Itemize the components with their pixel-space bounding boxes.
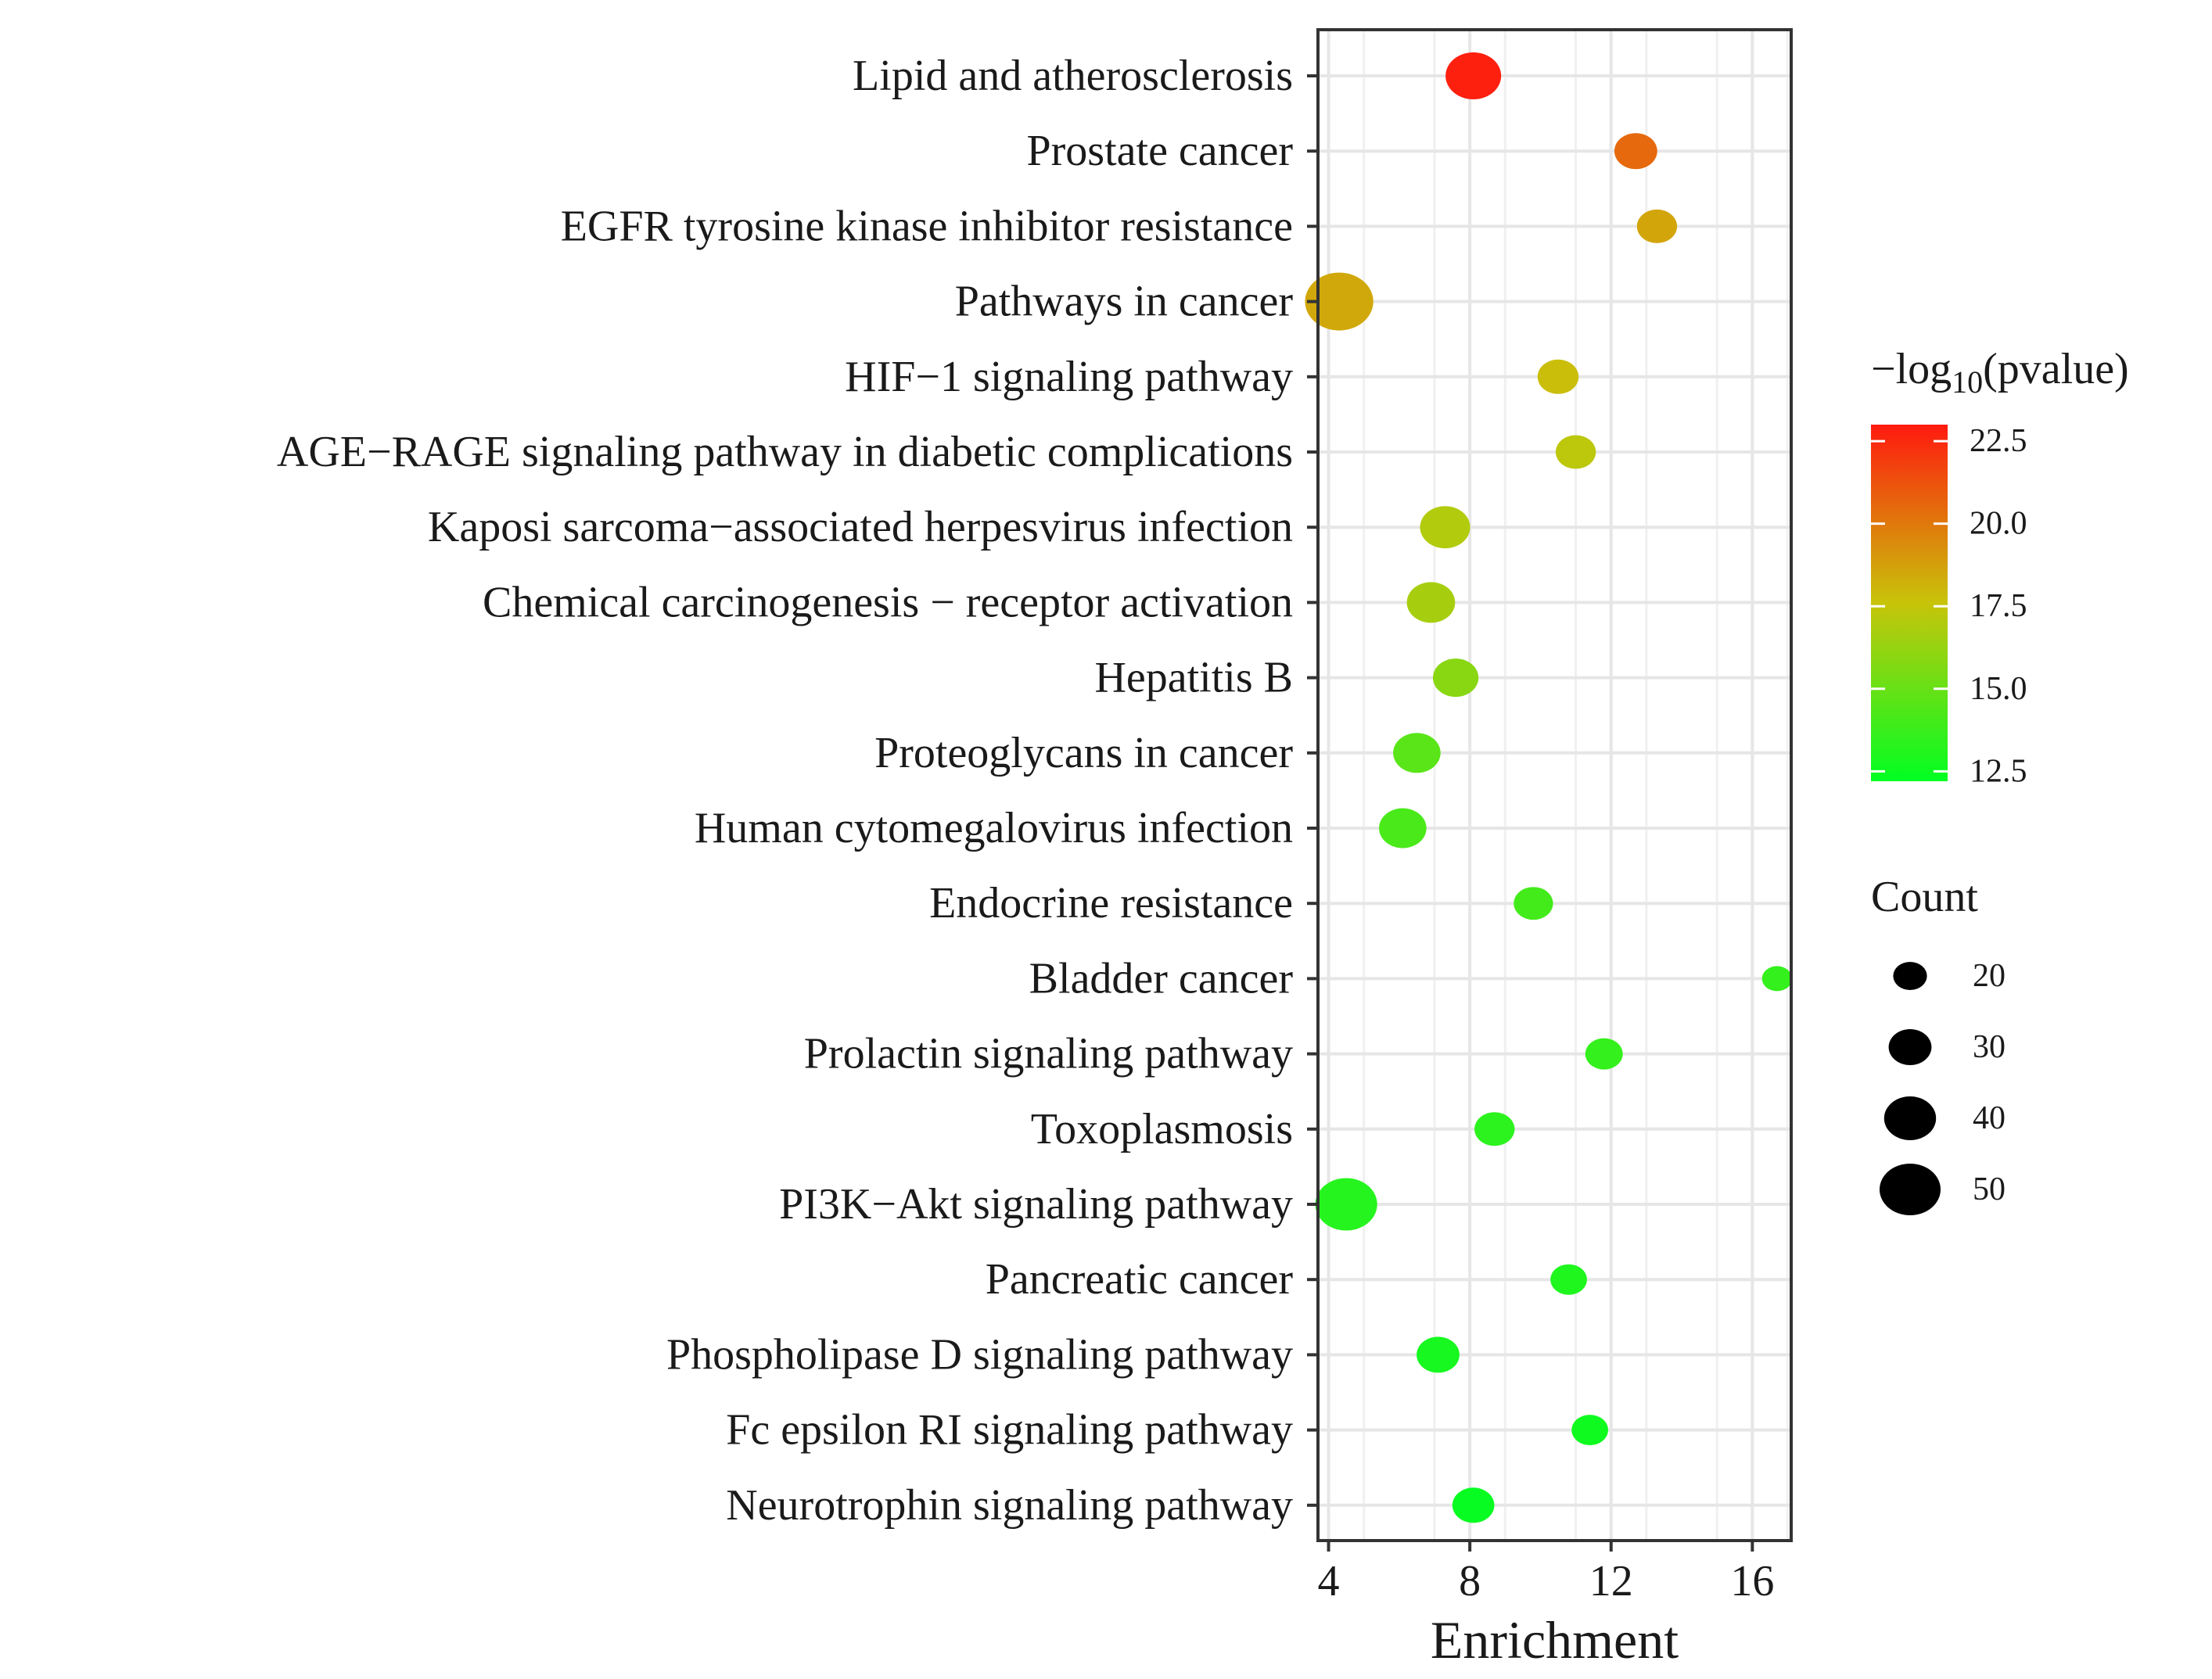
y-tick-label: Pancreatic cancer xyxy=(986,1255,1294,1304)
size-legend-title: Count xyxy=(1871,873,1978,921)
panel-border xyxy=(1316,28,1793,1542)
size-legend-label: 50 xyxy=(1973,1171,2006,1207)
data-point xyxy=(1514,887,1553,920)
data-point xyxy=(1452,1487,1495,1523)
y-tick-label: PI3K−Akt signaling pathway xyxy=(779,1180,1293,1229)
y-tick-label: Bladder cancer xyxy=(1029,954,1294,1003)
y-axis: Lipid and atherosclerosis Prostate cancer… xyxy=(277,52,1318,1530)
y-tick-label: Kaposi sarcoma−associated herpesvirus in… xyxy=(428,503,1293,551)
size-legend: Count 20 30 40 50 xyxy=(1871,873,2006,1215)
color-legend-title-subscript: 10 xyxy=(1952,364,1983,400)
data-point xyxy=(1406,582,1456,623)
y-tick-label: Lipid and atherosclerosis xyxy=(853,52,1293,100)
x-tick-label: 12 xyxy=(1589,1557,1633,1605)
y-tick-label: AGE−RAGE signaling pathway in diabetic c… xyxy=(277,428,1293,476)
data-point xyxy=(1417,1336,1460,1373)
x-tick-label: 4 xyxy=(1318,1557,1340,1605)
color-legend: −log10(pvalue) 22.5 20.0 17.5 15.0 12.5 xyxy=(1871,345,2129,789)
color-legend-tick-label: 15.0 xyxy=(1970,671,2027,707)
y-tick-label: EGFR tyrosine kinase inhibitor resistanc… xyxy=(561,202,1293,250)
x-tick-label: 8 xyxy=(1459,1557,1481,1605)
size-legend-dot xyxy=(1883,1096,1937,1140)
data-point xyxy=(1555,435,1596,469)
data-point xyxy=(1761,966,1793,992)
x-tick-label: 16 xyxy=(1730,1557,1774,1605)
data-point xyxy=(1393,733,1441,773)
color-legend-tick-label: 12.5 xyxy=(1970,753,2027,789)
y-tick-label: Proteoglycans in cancer xyxy=(874,729,1293,777)
color-legend-tick-label: 22.5 xyxy=(1970,423,2027,459)
y-tick-label: Human cytomegalovirus infection xyxy=(695,804,1293,852)
size-legend-label: 30 xyxy=(1973,1029,2006,1065)
size-legend-dot xyxy=(1893,962,1927,990)
y-tick-label: HIF−1 signaling pathway xyxy=(845,353,1293,401)
panel-background xyxy=(1318,30,1791,1541)
color-legend-title-suffix: (pvalue) xyxy=(1983,345,2129,393)
data-point xyxy=(1474,1112,1515,1146)
y-tick-label: Pathways in cancer xyxy=(955,278,1294,326)
y-tick-label: Toxoplasmosis xyxy=(1031,1105,1293,1153)
data-point xyxy=(1432,658,1479,698)
data-point xyxy=(1537,359,1579,394)
data-point xyxy=(1305,272,1374,331)
data-point xyxy=(1550,1264,1587,1295)
data-point xyxy=(1379,808,1427,848)
data-point xyxy=(1445,52,1502,99)
y-tick-label: Hepatitis B xyxy=(1094,654,1293,702)
data-point xyxy=(1315,1178,1377,1231)
size-legend-dot xyxy=(1880,1164,1941,1215)
x-axis-title: Enrichment xyxy=(1431,1610,1679,1670)
color-legend-title-prefix: −log xyxy=(1871,345,1952,393)
color-legend-title: −log10(pvalue) xyxy=(1871,345,2129,400)
y-tick-label: Chemical carcinogenesis − receptor activ… xyxy=(483,578,1293,626)
data-point xyxy=(1571,1415,1608,1446)
data-point xyxy=(1636,209,1678,243)
color-legend-tick-label: 20.0 xyxy=(1970,506,2027,542)
y-tick-label: Phospholipase D signaling pathway xyxy=(666,1330,1293,1379)
color-bar xyxy=(1871,425,1948,781)
size-legend-label: 40 xyxy=(1973,1100,2006,1136)
y-tick-label: Endocrine resistance xyxy=(929,879,1293,927)
data-point xyxy=(1614,133,1657,170)
x-axis: 4 8 12 16 xyxy=(1318,1541,1774,1605)
y-tick-label: Fc epsilon RI signaling pathway xyxy=(726,1406,1293,1455)
data-point xyxy=(1420,506,1470,549)
color-legend-tick-label: 17.5 xyxy=(1970,588,2027,624)
y-tick-label: Prostate cancer xyxy=(1027,127,1294,175)
plot-panel xyxy=(1305,28,1793,1542)
y-tick-label: Prolactin signaling pathway xyxy=(804,1030,1293,1078)
size-legend-dot xyxy=(1888,1029,1932,1065)
data-point xyxy=(1585,1038,1623,1070)
y-tick-label: Neurotrophin signaling pathway xyxy=(726,1481,1293,1530)
size-legend-label: 20 xyxy=(1973,958,2006,994)
